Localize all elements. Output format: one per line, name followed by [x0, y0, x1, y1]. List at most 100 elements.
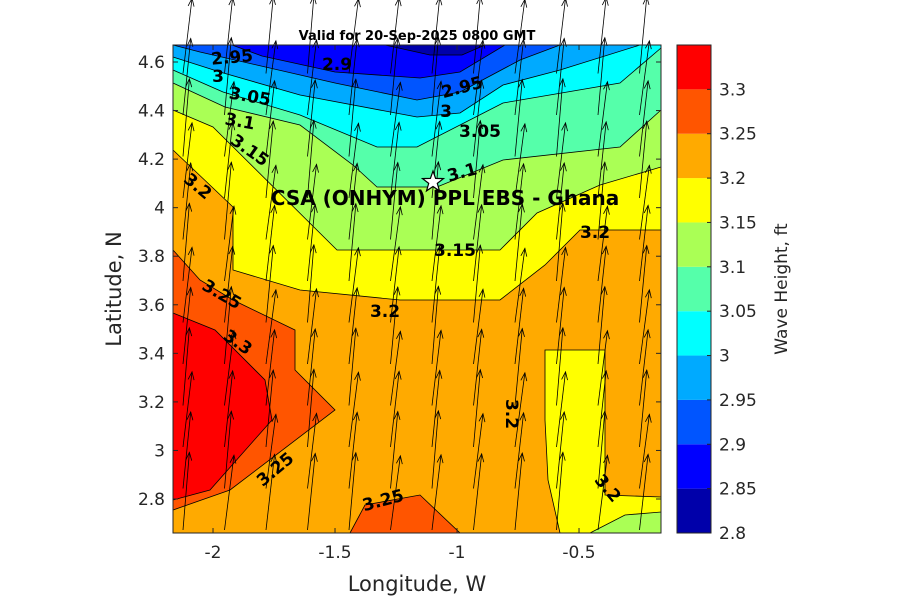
- vector-arrow: [390, 205, 403, 282]
- vector-arrow: [639, 328, 651, 406]
- y-tick-label: 2.8: [138, 490, 165, 510]
- vector-arrow: [265, 368, 276, 448]
- vector-arrow: [597, 120, 609, 199]
- vector-arrow: [514, 0, 528, 74]
- vector-arrow: [390, 245, 402, 323]
- vector-arrow: [514, 122, 528, 199]
- vector-arrow: [348, 246, 361, 323]
- colorbar: 2.8 2.85 2.9 2.95 3 3.05 3.1 3.15 3.2 3.25 3.3: [676, 44, 757, 544]
- vector-arrow: [224, 120, 236, 199]
- vector-arrow: [390, 0, 402, 74]
- vector-arrow: [265, 164, 279, 240]
- vector-arrow: [639, 119, 650, 199]
- colorbar-tick-label: 3.1: [719, 258, 746, 278]
- vector-arrow: [556, 161, 567, 240]
- vector-arrow: [265, 0, 276, 74]
- vector-arrow: [224, 410, 235, 489]
- vector-arrow: [473, 452, 485, 531]
- vector-arrow: [390, 81, 403, 157]
- vector-arrow: [514, 327, 525, 406]
- contour-label: 3: [440, 102, 452, 122]
- vector-arrow: [473, 412, 486, 489]
- y-tick-label: 4.4: [138, 102, 165, 122]
- vector-arrow: [390, 285, 401, 365]
- vector-arrow: [597, 245, 609, 323]
- vector-arrow: [390, 161, 401, 240]
- vector-arrow: [514, 287, 527, 365]
- vector-arrow: [224, 285, 235, 365]
- vector-arrow: [556, 121, 568, 199]
- location-annotation: CSA (ONHYM) PPL EBS - Ghana: [271, 186, 619, 210]
- colorbar-tick-label: 2.85: [719, 480, 757, 500]
- location-star-marker: [420, 169, 446, 193]
- vector-arrow: [514, 451, 525, 531]
- x-tick-label: -1.5: [318, 543, 351, 563]
- vector-arrow: [265, 79, 278, 157]
- vector-arrow: [390, 370, 402, 448]
- vector-arrow: [556, 37, 567, 116]
- vector-arrow: [431, 204, 444, 282]
- vector-arrow: [597, 454, 610, 531]
- y-tick-label: 3: [154, 441, 165, 461]
- vector-arrow: [639, 288, 652, 365]
- vector-arrow: [307, 412, 319, 489]
- contour-label: 3.2: [370, 302, 400, 322]
- vector-arrow: [473, 288, 486, 365]
- vector-arrow: [182, 246, 195, 323]
- vector-arrow: [556, 326, 566, 406]
- colorbar-tick-label: 3.15: [719, 213, 757, 233]
- vector-arrow: [514, 247, 528, 323]
- vector-arrow: [348, 162, 360, 240]
- vector-arrow: [514, 78, 525, 157]
- vector-arrow: [182, 370, 195, 448]
- vector-arrow: [473, 79, 485, 157]
- x-axis-label: Longitude, W: [348, 572, 487, 596]
- vector-arrow: [265, 119, 276, 199]
- colorbar-segment: [677, 488, 711, 533]
- vector-arrow: [348, 202, 359, 282]
- colorbar-tick-label: 3.3: [719, 80, 746, 100]
- vector-arrow: [431, 329, 444, 406]
- vector-arrow: [348, 451, 359, 531]
- colorbar-segment: [677, 222, 711, 267]
- vector-arrow: [348, 37, 360, 116]
- x-tick-label: -1: [449, 543, 466, 563]
- vector-arrow: [556, 0, 568, 74]
- vector-arrow: [307, 327, 318, 406]
- vector-arrow: [182, 37, 194, 116]
- vector-arrow: [224, 245, 236, 323]
- vector-arrow: [182, 0, 195, 74]
- colorbar-tick-label: 3.05: [719, 302, 757, 322]
- y-tick-label: 3.6: [138, 296, 165, 316]
- colorbar-segment: [677, 45, 711, 90]
- vector-arrow: [224, 205, 237, 282]
- vector-arrow: [473, 0, 484, 74]
- vector-arrow: [390, 121, 402, 199]
- vector-arrow: [639, 0, 650, 74]
- vector-arrow: [265, 204, 278, 282]
- vector-arrow: [473, 244, 484, 323]
- vector-arrow: [182, 410, 194, 489]
- vector-arrow: [597, 369, 609, 448]
- vector-arrow: [431, 409, 442, 489]
- vector-arrow: [556, 202, 566, 282]
- vector-arrow: [473, 163, 486, 240]
- vector-arrow: [307, 0, 317, 74]
- vector-arrow: [390, 410, 401, 489]
- y-tick-label: 3.8: [138, 247, 165, 267]
- colorbar-label: Wave Height, ft: [772, 223, 792, 355]
- vector-arrow: [182, 326, 193, 406]
- y-axis-label: Latitude, N: [102, 231, 126, 347]
- vector-arrow: [307, 203, 318, 282]
- vector-arrow: [224, 80, 237, 157]
- vector-arrow: [431, 369, 443, 448]
- vector-arrow: [556, 410, 567, 489]
- vector-arrow: [639, 79, 651, 157]
- y-tick-label: 4.6: [138, 53, 165, 73]
- vector-arrow: [224, 36, 235, 116]
- vector-arrows: [182, 0, 652, 531]
- vector-arrow: [473, 368, 484, 448]
- vector-arrow: [307, 78, 318, 157]
- vector-arrow: [265, 453, 278, 531]
